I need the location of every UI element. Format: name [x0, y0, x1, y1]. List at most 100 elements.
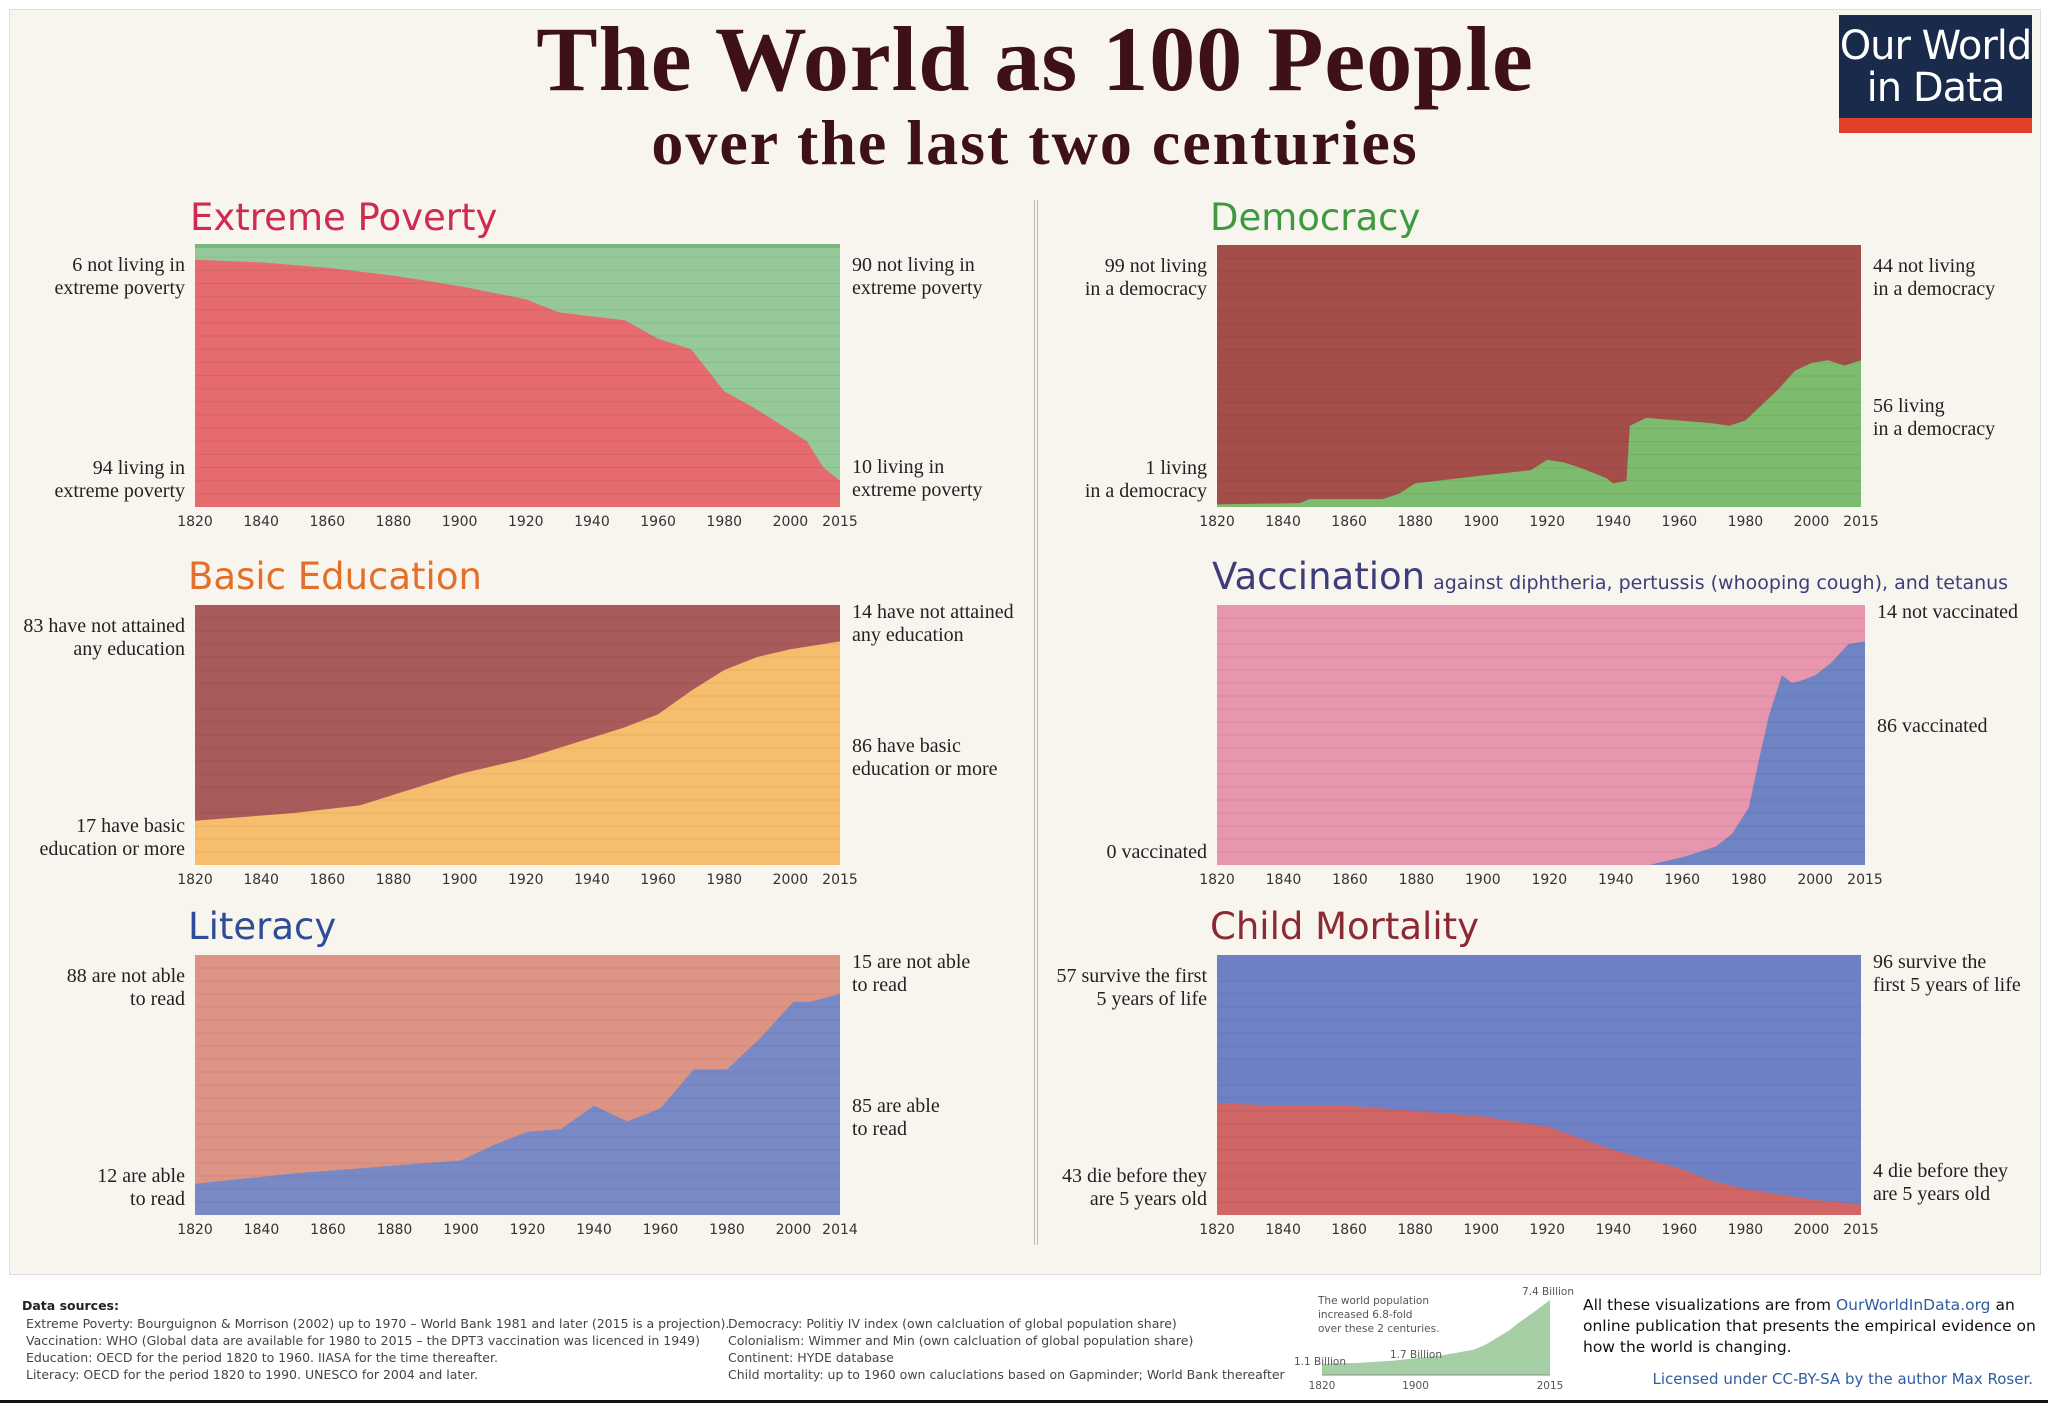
x-tick-label: 1880 — [376, 514, 412, 530]
label-right-bottom: 86 have basic education or more — [852, 735, 998, 781]
about-text: All these visualizations are from OurWor… — [1583, 1295, 2038, 1358]
chart-democracy: 1820 1840 1860 1880 1900 1920 1940 1960 1980 2000… — [1199, 245, 1879, 530]
label-line: are 5 years old — [1089, 1188, 1207, 1210]
population-annotation: 1.1 Billion — [1294, 1356, 1346, 1368]
x-tick-label: 1840 — [244, 1222, 280, 1238]
population-x-tick: 1900 — [1402, 1380, 1429, 1392]
source-line: Colonialism: Wimmer and Min (own calclua… — [728, 1333, 1194, 1348]
area-bottom — [195, 994, 840, 1215]
x-tick-label: 2015 — [1847, 872, 1883, 888]
label-line: 1 living — [1145, 457, 1207, 479]
x-tick-label: 1900 — [1465, 872, 1501, 888]
x-tick-label: 1880 — [377, 1222, 413, 1238]
x-tick-label: 1940 — [1595, 1222, 1631, 1238]
x-tick-label: 1900 — [443, 1222, 479, 1238]
x-tick-label: 1920 — [510, 1222, 546, 1238]
label-line: education or more — [39, 838, 186, 860]
label-line: in a democracy — [1084, 480, 1207, 502]
source-line: Vaccination: WHO (Global data are availa… — [26, 1333, 700, 1348]
footer: Data sources: Extreme Poverty: Bourguign… — [0, 1285, 2048, 1405]
owid-logo[interactable]: Our World in Data — [1839, 15, 2032, 133]
label-line: to read — [852, 1118, 907, 1140]
x-tick-label: 1860 — [1332, 872, 1368, 888]
sources-right: Democracy: Politiy IV index (own calclua… — [728, 1315, 1285, 1383]
label-line: 15 are not able — [852, 951, 971, 973]
label-line: 85 are able — [852, 1095, 940, 1117]
label-left-bottom: 17 have basic education or more — [40, 815, 186, 861]
population-annotation: 7.4 Billion — [1522, 1286, 1574, 1298]
x-tick-label: 1920 — [508, 872, 544, 888]
area-bottom — [195, 259, 840, 507]
x-tick-label: 1880 — [1397, 1222, 1433, 1238]
label-line: to read — [130, 1188, 185, 1210]
source-line: Continent: HYDE database — [728, 1350, 894, 1365]
x-tick-label: 1940 — [1595, 514, 1631, 530]
label-line: 57 survive the first — [1056, 965, 1207, 987]
x-tick-label: 1840 — [243, 514, 279, 530]
label-left-top: 99 not living in a democracy — [1085, 255, 1207, 301]
source-line: Democracy: Politiy IV index (own calclua… — [728, 1316, 1177, 1331]
label-line: 99 not living — [1104, 255, 1207, 277]
x-tick-label: 1920 — [508, 514, 544, 530]
label-right-bottom: 4 die before they are 5 years old — [1873, 1160, 2008, 1206]
license-text: Licensed under CC-BY-SA by the author Ma… — [1652, 1370, 2033, 1388]
label-right-top: 90 not living in extreme poverty — [852, 254, 983, 300]
page-subtitle: over the last two centuries — [651, 107, 1419, 178]
label-right-top: 14 not vaccinated — [1877, 601, 2018, 624]
logo-accent-bar — [1839, 118, 2032, 133]
x-tick-label: 1900 — [1463, 514, 1499, 530]
top-edge — [195, 244, 840, 248]
panel-subtitle: against diphtheria, pertussis (whooping … — [1433, 572, 2009, 594]
x-tick-label: 2015 — [1843, 1222, 1879, 1238]
x-tick-label: 1840 — [1265, 1222, 1301, 1238]
x-tick-label: 2000 — [1797, 872, 1833, 888]
label-line: 44 not living — [1873, 255, 1976, 277]
label-line: 14 not vaccinated — [1877, 601, 2019, 623]
x-tick-label: 1960 — [640, 514, 676, 530]
panel-title-text: Basic Education — [188, 555, 482, 598]
x-tick-label: 2015 — [822, 872, 858, 888]
x-tick-label: 1860 — [310, 1222, 346, 1238]
label-line: 96 survive the — [1873, 951, 1987, 973]
label-line: 4 die before they — [1873, 1160, 2008, 1182]
x-tick-label: 1900 — [442, 514, 478, 530]
x-tick-label: 2000 — [1794, 1222, 1830, 1238]
x-tick-label: 1860 — [309, 514, 345, 530]
x-tick-label: 1940 — [574, 514, 610, 530]
area-bottom — [195, 641, 840, 865]
owid-link[interactable]: OurWorldInData.org — [1835, 1296, 1991, 1314]
x-tick-label: 1820 — [177, 1222, 213, 1238]
label-left-top: 83 have not attained any education — [23, 615, 185, 661]
x-tick-label: 1940 — [576, 1222, 612, 1238]
label-right-bottom: 85 are able to read — [852, 1095, 940, 1141]
population-note: over these 2 centuries. — [1318, 1323, 1439, 1335]
x-tick-label: 1820 — [1199, 514, 1235, 530]
x-tick-label: 1820 — [177, 514, 213, 530]
label-line: in a democracy — [1873, 418, 1996, 440]
x-tick-label: 1960 — [1664, 872, 1700, 888]
label-line: extreme poverty — [852, 479, 983, 501]
label-left-top: 6 not living in extreme poverty — [55, 254, 186, 300]
x-tick-label: 1960 — [1662, 514, 1698, 530]
label-line: 56 living — [1873, 395, 1945, 417]
label-right-top: 15 are not able to read — [852, 951, 970, 997]
chart-education: 1820 1840 1860 1880 1900 1920 1940 1960 1980 2000… — [177, 605, 858, 888]
label-line: 14 have not attained — [852, 601, 1014, 623]
x-tick-label: 1960 — [643, 1222, 679, 1238]
panel-title-education: Basic Education — [188, 555, 482, 598]
chart-poverty: 1820 1840 1860 1880 1900 1920 1940 1960 1980 2000… — [177, 244, 858, 530]
label-line: in a democracy — [1873, 278, 1996, 300]
panel-title-text: Literacy — [188, 905, 337, 948]
population-note: increased 6.8-fold — [1318, 1309, 1412, 1321]
label-left-bottom: 1 living in a democracy — [1085, 457, 1207, 503]
population-area — [1322, 1300, 1550, 1375]
source-line: Extreme Poverty: Bourguignon & Morrison … — [26, 1316, 730, 1331]
panel-title-democracy: Democracy — [1210, 196, 1420, 239]
label-line: to read — [852, 974, 907, 996]
sources-left: Extreme Poverty: Bourguignon & Morrison … — [26, 1315, 729, 1383]
page-title: The World as 100 People — [536, 8, 1534, 110]
x-tick-label: 1960 — [1662, 1222, 1698, 1238]
label-line: 90 not living in — [852, 254, 975, 276]
x-tick-label: 2014 — [822, 1222, 858, 1238]
x-tick-label: 1980 — [1728, 1222, 1764, 1238]
